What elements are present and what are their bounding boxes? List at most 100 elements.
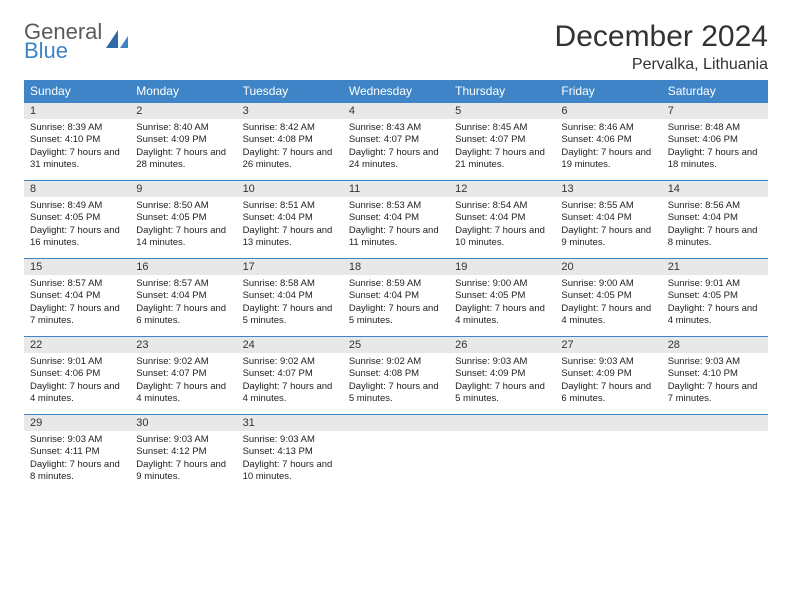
day-number: 14 — [662, 180, 768, 197]
month-title: December 2024 — [555, 20, 768, 54]
day-body: Sunrise: 9:02 AMSunset: 4:08 PMDaylight:… — [343, 353, 449, 409]
calendar-cell: 1Sunrise: 8:39 AMSunset: 4:10 PMDaylight… — [24, 102, 130, 180]
sunset-text: Sunset: 4:08 PM — [243, 134, 337, 146]
day-number: 23 — [130, 336, 236, 353]
day-body: Sunrise: 9:03 AMSunset: 4:12 PMDaylight:… — [130, 431, 236, 487]
calendar-cell: 17Sunrise: 8:58 AMSunset: 4:04 PMDayligh… — [237, 258, 343, 336]
daylight-text: Daylight: 7 hours and 5 minutes. — [455, 381, 549, 406]
daylight-text: Daylight: 7 hours and 9 minutes. — [136, 459, 230, 484]
calendar-row: 8Sunrise: 8:49 AMSunset: 4:05 PMDaylight… — [24, 180, 768, 258]
sunrise-text: Sunrise: 9:03 AM — [30, 434, 124, 446]
sunrise-text: Sunrise: 8:57 AM — [136, 278, 230, 290]
calendar-cell: 22Sunrise: 9:01 AMSunset: 4:06 PMDayligh… — [24, 336, 130, 414]
calendar-cell: 27Sunrise: 9:03 AMSunset: 4:09 PMDayligh… — [555, 336, 661, 414]
weekday-header: Monday — [130, 80, 236, 102]
sunrise-text: Sunrise: 8:56 AM — [668, 200, 762, 212]
calendar-cell: 9Sunrise: 8:50 AMSunset: 4:05 PMDaylight… — [130, 180, 236, 258]
sunrise-text: Sunrise: 8:48 AM — [668, 122, 762, 134]
sunrise-text: Sunrise: 8:55 AM — [561, 200, 655, 212]
sunset-text: Sunset: 4:06 PM — [668, 134, 762, 146]
day-number: 20 — [555, 258, 661, 275]
sunset-text: Sunset: 4:05 PM — [30, 212, 124, 224]
day-body: Sunrise: 8:46 AMSunset: 4:06 PMDaylight:… — [555, 119, 661, 175]
daylight-text: Daylight: 7 hours and 6 minutes. — [136, 303, 230, 328]
sunrise-text: Sunrise: 9:02 AM — [349, 356, 443, 368]
calendar-cell: 24Sunrise: 9:02 AMSunset: 4:07 PMDayligh… — [237, 336, 343, 414]
logo-sail-icon — [104, 28, 130, 54]
weekday-header: Tuesday — [237, 80, 343, 102]
calendar-table: Sunday Monday Tuesday Wednesday Thursday… — [24, 80, 768, 492]
calendar-cell: 14Sunrise: 8:56 AMSunset: 4:04 PMDayligh… — [662, 180, 768, 258]
weekday-header: Friday — [555, 80, 661, 102]
day-number: 15 — [24, 258, 130, 275]
daylight-text: Daylight: 7 hours and 11 minutes. — [349, 225, 443, 250]
day-number: 10 — [237, 180, 343, 197]
sunset-text: Sunset: 4:04 PM — [243, 290, 337, 302]
calendar-cell: 3Sunrise: 8:42 AMSunset: 4:08 PMDaylight… — [237, 102, 343, 180]
sunrise-text: Sunrise: 9:01 AM — [668, 278, 762, 290]
calendar-cell: 16Sunrise: 8:57 AMSunset: 4:04 PMDayligh… — [130, 258, 236, 336]
day-number: 4 — [343, 102, 449, 119]
day-number: 28 — [662, 336, 768, 353]
day-number: 27 — [555, 336, 661, 353]
calendar-cell: 11Sunrise: 8:53 AMSunset: 4:04 PMDayligh… — [343, 180, 449, 258]
day-number-blank — [449, 414, 555, 431]
daylight-text: Daylight: 7 hours and 5 minutes. — [243, 303, 337, 328]
day-number-blank — [662, 414, 768, 431]
sunset-text: Sunset: 4:04 PM — [455, 212, 549, 224]
calendar-cell: 21Sunrise: 9:01 AMSunset: 4:05 PMDayligh… — [662, 258, 768, 336]
day-number: 21 — [662, 258, 768, 275]
daylight-text: Daylight: 7 hours and 10 minutes. — [455, 225, 549, 250]
header: General Blue December 2024 Pervalka, Lit… — [24, 20, 768, 74]
day-number: 26 — [449, 336, 555, 353]
calendar-cell: 6Sunrise: 8:46 AMSunset: 4:06 PMDaylight… — [555, 102, 661, 180]
day-number: 24 — [237, 336, 343, 353]
day-body: Sunrise: 9:03 AMSunset: 4:11 PMDaylight:… — [24, 431, 130, 487]
day-body: Sunrise: 8:58 AMSunset: 4:04 PMDaylight:… — [237, 275, 343, 331]
day-number: 18 — [343, 258, 449, 275]
day-number: 22 — [24, 336, 130, 353]
daylight-text: Daylight: 7 hours and 4 minutes. — [243, 381, 337, 406]
daylight-text: Daylight: 7 hours and 7 minutes. — [668, 381, 762, 406]
day-body: Sunrise: 8:49 AMSunset: 4:05 PMDaylight:… — [24, 197, 130, 253]
day-number: 9 — [130, 180, 236, 197]
day-body: Sunrise: 8:45 AMSunset: 4:07 PMDaylight:… — [449, 119, 555, 175]
calendar-cell: 19Sunrise: 9:00 AMSunset: 4:05 PMDayligh… — [449, 258, 555, 336]
day-number: 6 — [555, 102, 661, 119]
day-number: 25 — [343, 336, 449, 353]
calendar-cell: 8Sunrise: 8:49 AMSunset: 4:05 PMDaylight… — [24, 180, 130, 258]
location: Pervalka, Lithuania — [555, 56, 768, 74]
day-body: Sunrise: 9:03 AMSunset: 4:09 PMDaylight:… — [449, 353, 555, 409]
sunset-text: Sunset: 4:05 PM — [136, 212, 230, 224]
calendar-cell: 7Sunrise: 8:48 AMSunset: 4:06 PMDaylight… — [662, 102, 768, 180]
daylight-text: Daylight: 7 hours and 21 minutes. — [455, 147, 549, 172]
calendar-cell — [555, 414, 661, 492]
day-number: 5 — [449, 102, 555, 119]
day-body: Sunrise: 9:02 AMSunset: 4:07 PMDaylight:… — [130, 353, 236, 409]
title-block: December 2024 Pervalka, Lithuania — [555, 20, 768, 74]
sunrise-text: Sunrise: 8:49 AM — [30, 200, 124, 212]
day-body: Sunrise: 8:39 AMSunset: 4:10 PMDaylight:… — [24, 119, 130, 175]
weekday-header: Thursday — [449, 80, 555, 102]
day-number: 13 — [555, 180, 661, 197]
sunrise-text: Sunrise: 8:40 AM — [136, 122, 230, 134]
day-number: 1 — [24, 102, 130, 119]
sunrise-text: Sunrise: 8:39 AM — [30, 122, 124, 134]
daylight-text: Daylight: 7 hours and 31 minutes. — [30, 147, 124, 172]
calendar-cell: 26Sunrise: 9:03 AMSunset: 4:09 PMDayligh… — [449, 336, 555, 414]
day-body: Sunrise: 8:50 AMSunset: 4:05 PMDaylight:… — [130, 197, 236, 253]
daylight-text: Daylight: 7 hours and 9 minutes. — [561, 225, 655, 250]
day-body: Sunrise: 9:01 AMSunset: 4:05 PMDaylight:… — [662, 275, 768, 331]
day-body: Sunrise: 8:57 AMSunset: 4:04 PMDaylight:… — [130, 275, 236, 331]
sunrise-text: Sunrise: 9:03 AM — [243, 434, 337, 446]
calendar-cell: 12Sunrise: 8:54 AMSunset: 4:04 PMDayligh… — [449, 180, 555, 258]
sunrise-text: Sunrise: 9:03 AM — [455, 356, 549, 368]
daylight-text: Daylight: 7 hours and 19 minutes. — [561, 147, 655, 172]
sunrise-text: Sunrise: 8:46 AM — [561, 122, 655, 134]
sunset-text: Sunset: 4:05 PM — [668, 290, 762, 302]
daylight-text: Daylight: 7 hours and 6 minutes. — [561, 381, 655, 406]
weekday-header: Saturday — [662, 80, 768, 102]
sunrise-text: Sunrise: 8:45 AM — [455, 122, 549, 134]
calendar-cell: 29Sunrise: 9:03 AMSunset: 4:11 PMDayligh… — [24, 414, 130, 492]
day-number: 19 — [449, 258, 555, 275]
